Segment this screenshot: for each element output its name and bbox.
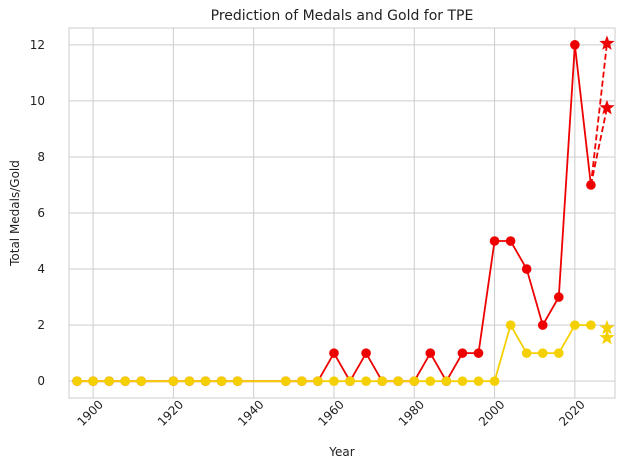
point-marker xyxy=(313,376,323,386)
x-tick-label: 1900 xyxy=(75,397,106,428)
point-marker xyxy=(537,348,548,358)
chart-title: Prediction of Medals and Gold for TPE xyxy=(211,8,474,24)
point-marker xyxy=(361,376,371,386)
series-3 xyxy=(599,319,615,345)
point-marker xyxy=(136,376,147,386)
series-layer xyxy=(72,35,615,386)
series-1 xyxy=(72,320,596,386)
point-marker xyxy=(457,348,468,358)
point-marker xyxy=(473,348,484,358)
x-tick-label: 1920 xyxy=(155,397,186,428)
point-marker xyxy=(425,348,436,358)
y-tick-label: 4 xyxy=(37,262,45,276)
grid xyxy=(69,28,615,398)
point-marker xyxy=(393,376,404,386)
point-marker xyxy=(505,320,516,330)
x-tick-label: 1980 xyxy=(396,397,427,428)
series-line xyxy=(590,43,608,186)
point-marker xyxy=(489,376,500,386)
point-marker xyxy=(473,376,484,386)
point-marker xyxy=(104,376,114,386)
y-tick-label: 0 xyxy=(37,374,45,388)
y-tick-label: 2 xyxy=(37,318,45,332)
y-tick-label: 6 xyxy=(37,206,45,220)
point-marker xyxy=(329,376,339,386)
point-marker xyxy=(553,292,564,302)
point-marker xyxy=(425,376,436,386)
point-marker xyxy=(120,376,131,386)
point-marker xyxy=(88,376,98,386)
series-2 xyxy=(590,35,615,186)
point-marker xyxy=(184,376,195,386)
series-line xyxy=(77,322,591,383)
x-tick-label: 1940 xyxy=(235,397,266,428)
point-marker xyxy=(586,320,596,330)
point-marker xyxy=(570,320,580,330)
x-tick-label: 2020 xyxy=(556,397,587,428)
point-marker xyxy=(345,376,355,386)
plot-frame xyxy=(68,27,616,399)
point-marker xyxy=(232,376,243,386)
point-marker xyxy=(441,376,452,386)
star-marker xyxy=(599,319,615,335)
point-marker xyxy=(297,376,307,386)
ticks: 1900 1920 1940 1960 1980 2000 2020 0 2 4 6 8 10 12 xyxy=(30,38,588,429)
point-marker xyxy=(409,376,420,386)
x-axis-label: Year xyxy=(328,445,354,459)
star-marker xyxy=(599,99,615,115)
point-marker xyxy=(521,264,532,274)
point-marker xyxy=(200,376,211,386)
point-marker xyxy=(537,320,548,330)
point-marker xyxy=(361,348,371,358)
y-tick-label: 8 xyxy=(37,150,45,164)
point-marker xyxy=(168,376,179,386)
y-axis-label: Total Medals/Gold xyxy=(8,160,22,267)
series-line xyxy=(590,107,608,186)
point-marker xyxy=(329,348,339,358)
point-marker xyxy=(521,348,532,358)
star-marker xyxy=(599,35,615,50)
point-marker xyxy=(280,376,291,386)
star-marker xyxy=(599,329,615,345)
point-marker xyxy=(553,348,564,358)
y-tick-label: 12 xyxy=(30,38,45,52)
point-marker xyxy=(489,236,500,246)
point-marker xyxy=(570,40,580,50)
x-tick-label: 2000 xyxy=(476,397,507,428)
point-marker xyxy=(216,376,227,386)
x-tick-label: 1960 xyxy=(315,397,346,428)
point-marker xyxy=(377,376,387,386)
point-marker xyxy=(505,236,516,246)
point-marker xyxy=(457,376,468,386)
y-tick-label: 10 xyxy=(30,94,45,108)
point-marker xyxy=(72,376,82,386)
